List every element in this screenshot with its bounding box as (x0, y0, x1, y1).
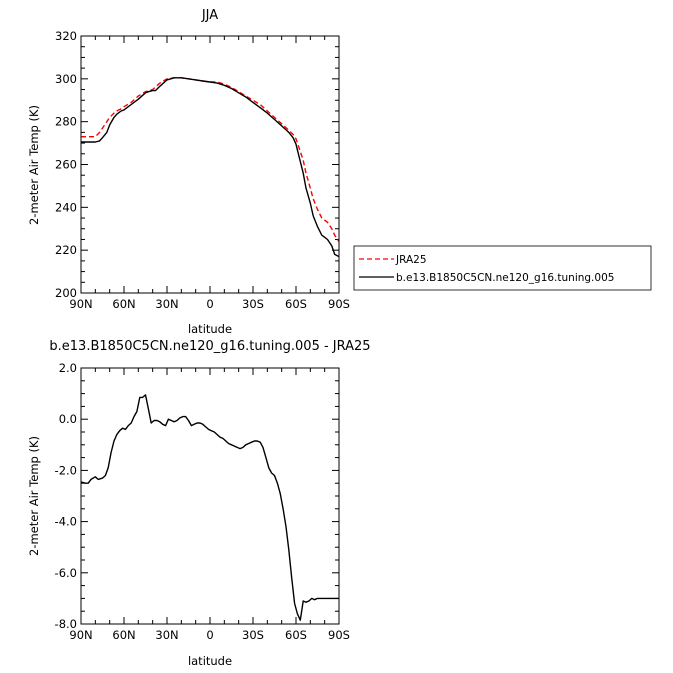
top-y-axis-label: 2-meter Air Temp (K) (27, 105, 41, 225)
bottom-y-tick-label: -2.0 (55, 463, 77, 477)
bottom-panel: b.e13.B1850C5CN.ne120_g16.tuning.005 - J… (27, 339, 371, 668)
top-x-tick-label: 0 (206, 297, 213, 311)
bottom-y-tick-label: -6.0 (55, 566, 77, 580)
bottom-x-tick-label: 0 (206, 628, 213, 642)
bottom-series-line-0 (80, 394, 339, 621)
bottom-y-axis-label: 2-meter Air Temp (K) (27, 436, 41, 556)
top-x-tick-label: 90N (69, 297, 92, 311)
top-series-line-0 (81, 77, 340, 242)
bottom-y-tick-label: 0.0 (59, 412, 77, 426)
legend-label-model: b.e13.B1850C5CN.ne120_g16.tuning.005 (396, 272, 614, 284)
bottom-x-tick-label: 30N (155, 628, 178, 642)
top-axes: 90N 60N 30N 0 30S 60S 90S 200 220 240 260 280 300 320 (55, 29, 350, 311)
bottom-x-tick-label: 60N (112, 628, 135, 642)
bottom-x-tick-label: 90S (328, 628, 350, 642)
bottom-chart-title: b.e13.B1850C5CN.ne120_g16.tuning.005 - J… (49, 339, 370, 354)
top-chart-title: JJA (201, 8, 218, 23)
top-y-tick-label: 280 (55, 115, 77, 129)
top-y-tick-label: 220 (55, 243, 77, 257)
top-x-tick-label: 30N (155, 297, 178, 311)
bottom-y-tick-label: 2.0 (59, 361, 77, 375)
top-x-tick-label: 90S (328, 297, 350, 311)
top-x-axis-label: latitude (188, 322, 232, 336)
top-panel: JJA 2-meter Air Temp (K) latitude 90N 60N… (27, 8, 350, 336)
bottom-x-axis-label: latitude (188, 654, 232, 668)
bottom-plot-frame (80, 367, 340, 625)
bottom-x-tick-label: 90N (69, 628, 92, 642)
legend: JRA25 b.e13.B1850C5CN.ne120_g16.tuning.0… (353, 245, 652, 291)
top-y-tick-label: 240 (55, 200, 77, 214)
top-x-tick-label: 60S (285, 297, 307, 311)
top-plot-frame (80, 35, 340, 294)
top-y-tick-label: 200 (55, 286, 77, 300)
legend-box (353, 245, 652, 291)
top-series-line-1 (81, 77, 340, 258)
bottom-series-layer (80, 394, 339, 621)
bottom-axes: 90N 60N 30N 0 30S 60S 90S -8.0 -6.0 -4.0 -2.0 0.0 2.… (55, 361, 350, 642)
top-series-layer (81, 77, 340, 258)
legend-label-jra25: JRA25 (395, 254, 427, 266)
bottom-y-tick-label: -4.0 (55, 515, 77, 529)
top-y-tick-label: 260 (55, 158, 77, 172)
top-y-tick-label: 300 (55, 72, 77, 86)
bottom-x-tick-label: 60S (285, 628, 307, 642)
top-x-tick-label: 30S (242, 297, 264, 311)
bottom-y-tick-label: -8.0 (55, 617, 77, 631)
top-x-tick-label: 60N (112, 297, 135, 311)
top-y-tick-label: 320 (55, 29, 77, 43)
bottom-x-tick-label: 30S (242, 628, 264, 642)
